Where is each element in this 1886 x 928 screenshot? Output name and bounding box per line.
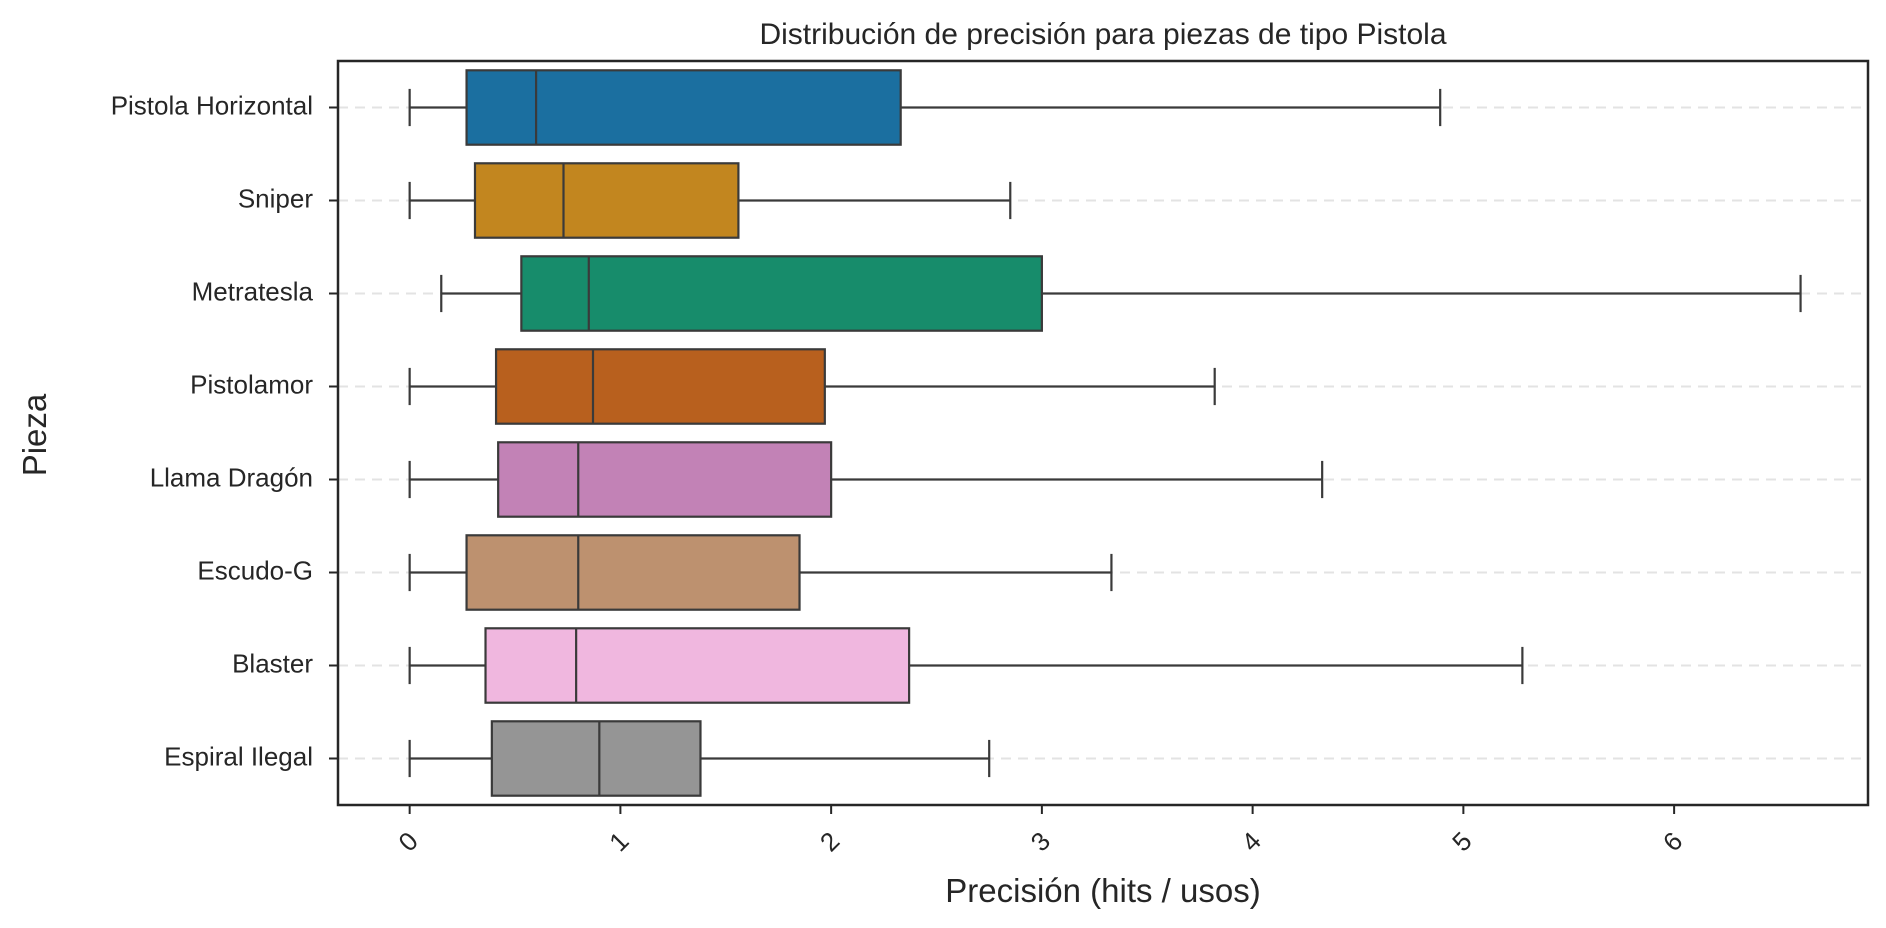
y-tick-label: Pistolamor — [190, 369, 313, 399]
y-tick-label: Escudo-G — [197, 555, 313, 585]
boxes — [408, 69, 1802, 797]
box-5 — [408, 441, 1324, 518]
box-4 — [408, 348, 1216, 425]
iqr-box — [465, 534, 801, 611]
iqr-box — [520, 255, 1043, 332]
iqr-box — [494, 348, 826, 425]
box-1 — [408, 69, 1442, 146]
y-tick-label: Blaster — [232, 648, 313, 678]
x-tick-label: 4 — [1235, 826, 1266, 857]
x-tick-label: 3 — [1025, 826, 1056, 857]
box-2 — [408, 162, 1012, 239]
x-tick-label: 6 — [1657, 826, 1688, 857]
x-axis: 0 1 2 3 4 5 6 — [392, 805, 1688, 857]
plot-frame — [336, 59, 1870, 807]
iqr-box — [484, 627, 911, 704]
box-7 — [408, 627, 1524, 704]
iqr-box — [465, 69, 902, 146]
x-tick-label: 5 — [1446, 826, 1477, 857]
box-6 — [408, 534, 1113, 611]
y-axis-title: Pieza — [16, 393, 53, 476]
iqr-box — [490, 720, 702, 797]
chart-title: Distribución de precisión para piezas de… — [759, 18, 1446, 51]
y-tick-label: Espiral Ilegal — [164, 741, 313, 771]
x-axis-title: Precisión (hits / usos) — [945, 872, 1260, 909]
x-tick-label: 0 — [392, 826, 423, 857]
x-tick-label: 1 — [603, 826, 634, 857]
iqr-box — [497, 441, 833, 518]
box-8 — [408, 720, 991, 797]
iqr-box — [473, 162, 740, 239]
y-tick-label: Llama Dragón — [150, 462, 313, 492]
x-tick-label: 2 — [814, 826, 845, 857]
y-axis: Pistola Horizontal Sniper Metratesla Pistol… — [111, 90, 338, 771]
y-tick-label: Sniper — [238, 183, 313, 213]
box-3 — [440, 255, 1802, 332]
y-tick-label: Metratesla — [192, 276, 314, 306]
y-tick-label: Pistola Horizontal — [111, 90, 313, 120]
